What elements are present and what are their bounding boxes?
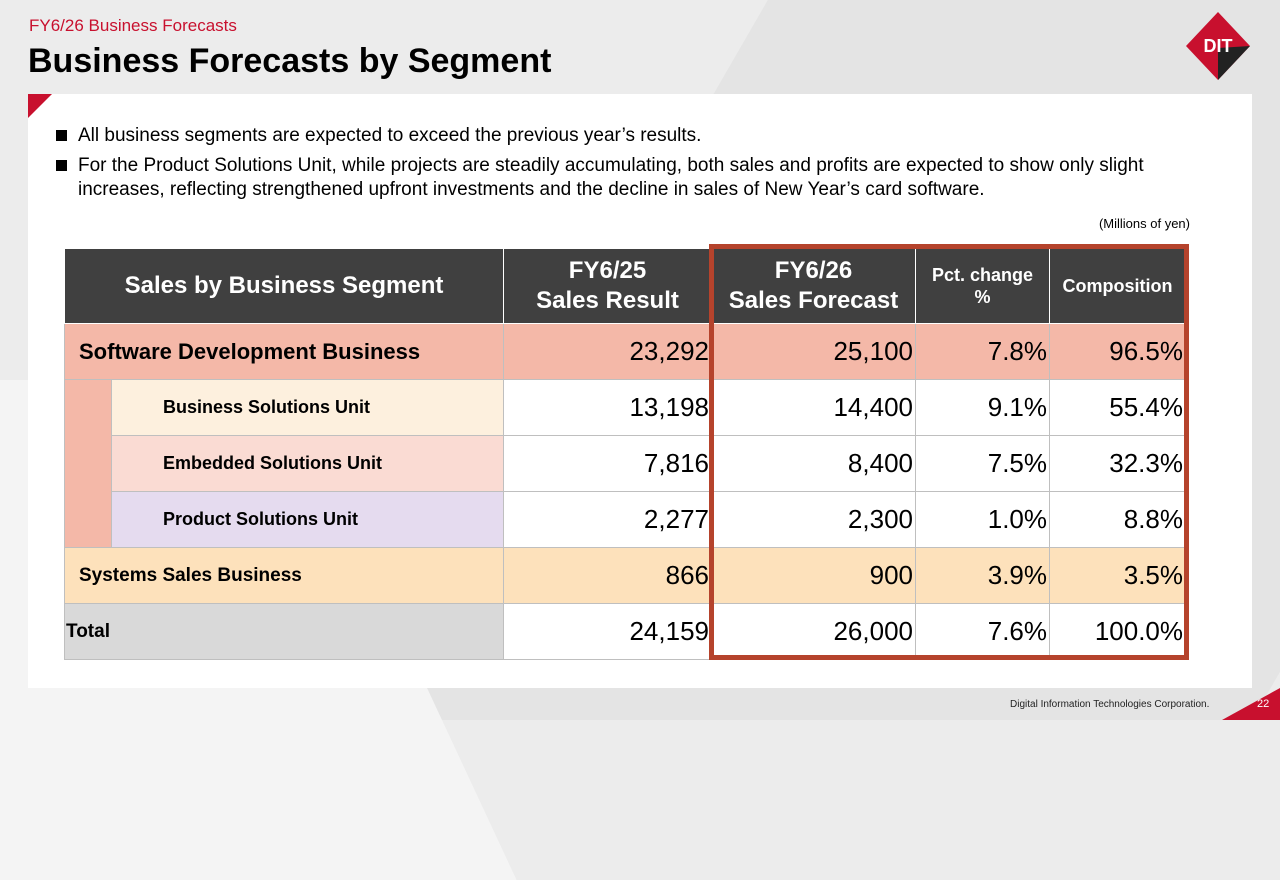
cell-fy26: 8,400 [711,435,916,492]
footer-company: Digital Information Technologies Corpora… [1010,699,1210,710]
header-pct-line1: Pct. change [931,265,1034,285]
header-fy26: FY6/26 Sales Forecast [711,248,916,324]
table-header-row: Sales by Business Segment FY6/25 Sales R… [64,248,1186,324]
cell-comp: 3.5% [1049,547,1186,604]
cell-pct: 9.1% [915,379,1050,436]
header-pct-change: Pct. change % [915,248,1050,324]
cell-fy25: 866 [503,547,712,604]
table-row-product: Product Solutions Unit 2,277 2,300 1.0% … [65,491,1186,548]
cell-comp: 32.3% [1049,435,1186,492]
row-label: Product Solutions Unit [111,491,504,548]
table-row-business: Business Solutions Unit 13,198 14,400 9.… [64,379,1186,548]
row-label: Total [64,603,504,660]
cell-fy26: 26,000 [711,603,916,660]
cell-fy26: 25,100 [711,323,916,380]
section-subtitle: FY6/26 Business Forecasts [29,16,237,35]
bullet-item: For the Product Solutions Unit, while pr… [54,154,1214,202]
segment-table: Sales by Business Segment FY6/25 Sales R… [64,248,1186,660]
cell-fy25: 24,159 [503,603,712,660]
row-label: Software Development Business [64,323,504,380]
row-label: Business Solutions Unit [111,379,504,436]
bullet-square-icon [56,130,67,141]
indent-spacer [64,379,112,548]
table-row-embedded: Embedded Solutions Unit 7,816 8,400 7.5%… [65,435,1186,492]
row-label: Systems Sales Business [64,547,504,604]
header-segment: Sales by Business Segment [64,248,504,324]
row-label: Embedded Solutions Unit [111,435,504,492]
unit-note: (Millions of yen) [1098,216,1190,231]
table-row-total: Total 24,159 26,000 7.6% 100.0% [64,603,1186,660]
header-fy26-line1: FY6/26 [774,257,853,284]
cell-comp: 96.5% [1049,323,1186,380]
cell-fy25: 2,277 [503,491,712,548]
header-fy26-line2: Sales Forecast [728,287,899,314]
header-composition: Composition [1049,248,1186,324]
cell-fy26: 14,400 [711,379,916,436]
bullet-text: For the Product Solutions Unit, while pr… [78,155,1144,200]
cell-fy25: 13,198 [503,379,712,436]
company-logo: DIT [1186,12,1250,80]
cell-comp: 55.4% [1049,379,1186,436]
header-fy25: FY6/25 Sales Result [503,248,712,324]
header-fy25-line1: FY6/25 [568,257,647,284]
bullet-square-icon [56,160,67,171]
bullet-text: All business segments are expected to ex… [78,125,702,146]
cell-fy25: 23,292 [503,323,712,380]
cell-comp: 8.8% [1049,491,1186,548]
header-pct-line2: % [974,287,991,307]
page-number: 22 [1257,698,1270,710]
cell-pct: 7.8% [915,323,1050,380]
logo-text: DIT [1204,36,1233,56]
cell-pct: 1.0% [915,491,1050,548]
page-title: Business Forecasts by Segment [28,42,552,80]
cell-comp: 100.0% [1049,603,1186,660]
table-row-software: Software Development Business 23,292 25,… [64,323,1186,380]
panel-corner-accent [28,94,52,118]
cell-pct: 7.6% [915,603,1050,660]
bullet-list: All business segments are expected to ex… [54,124,1214,208]
header-fy25-line2: Sales Result [536,287,679,314]
cell-fy25: 7,816 [503,435,712,492]
cell-pct: 3.9% [915,547,1050,604]
logo-shadow [1218,46,1250,80]
cell-fy26: 2,300 [711,491,916,548]
cell-pct: 7.5% [915,435,1050,492]
bullet-item: All business segments are expected to ex… [54,124,1214,148]
page-number-accent [1222,688,1280,720]
table-row-systems: Systems Sales Business 866 900 3.9% 3.5% [64,547,1186,604]
cell-fy26: 900 [711,547,916,604]
